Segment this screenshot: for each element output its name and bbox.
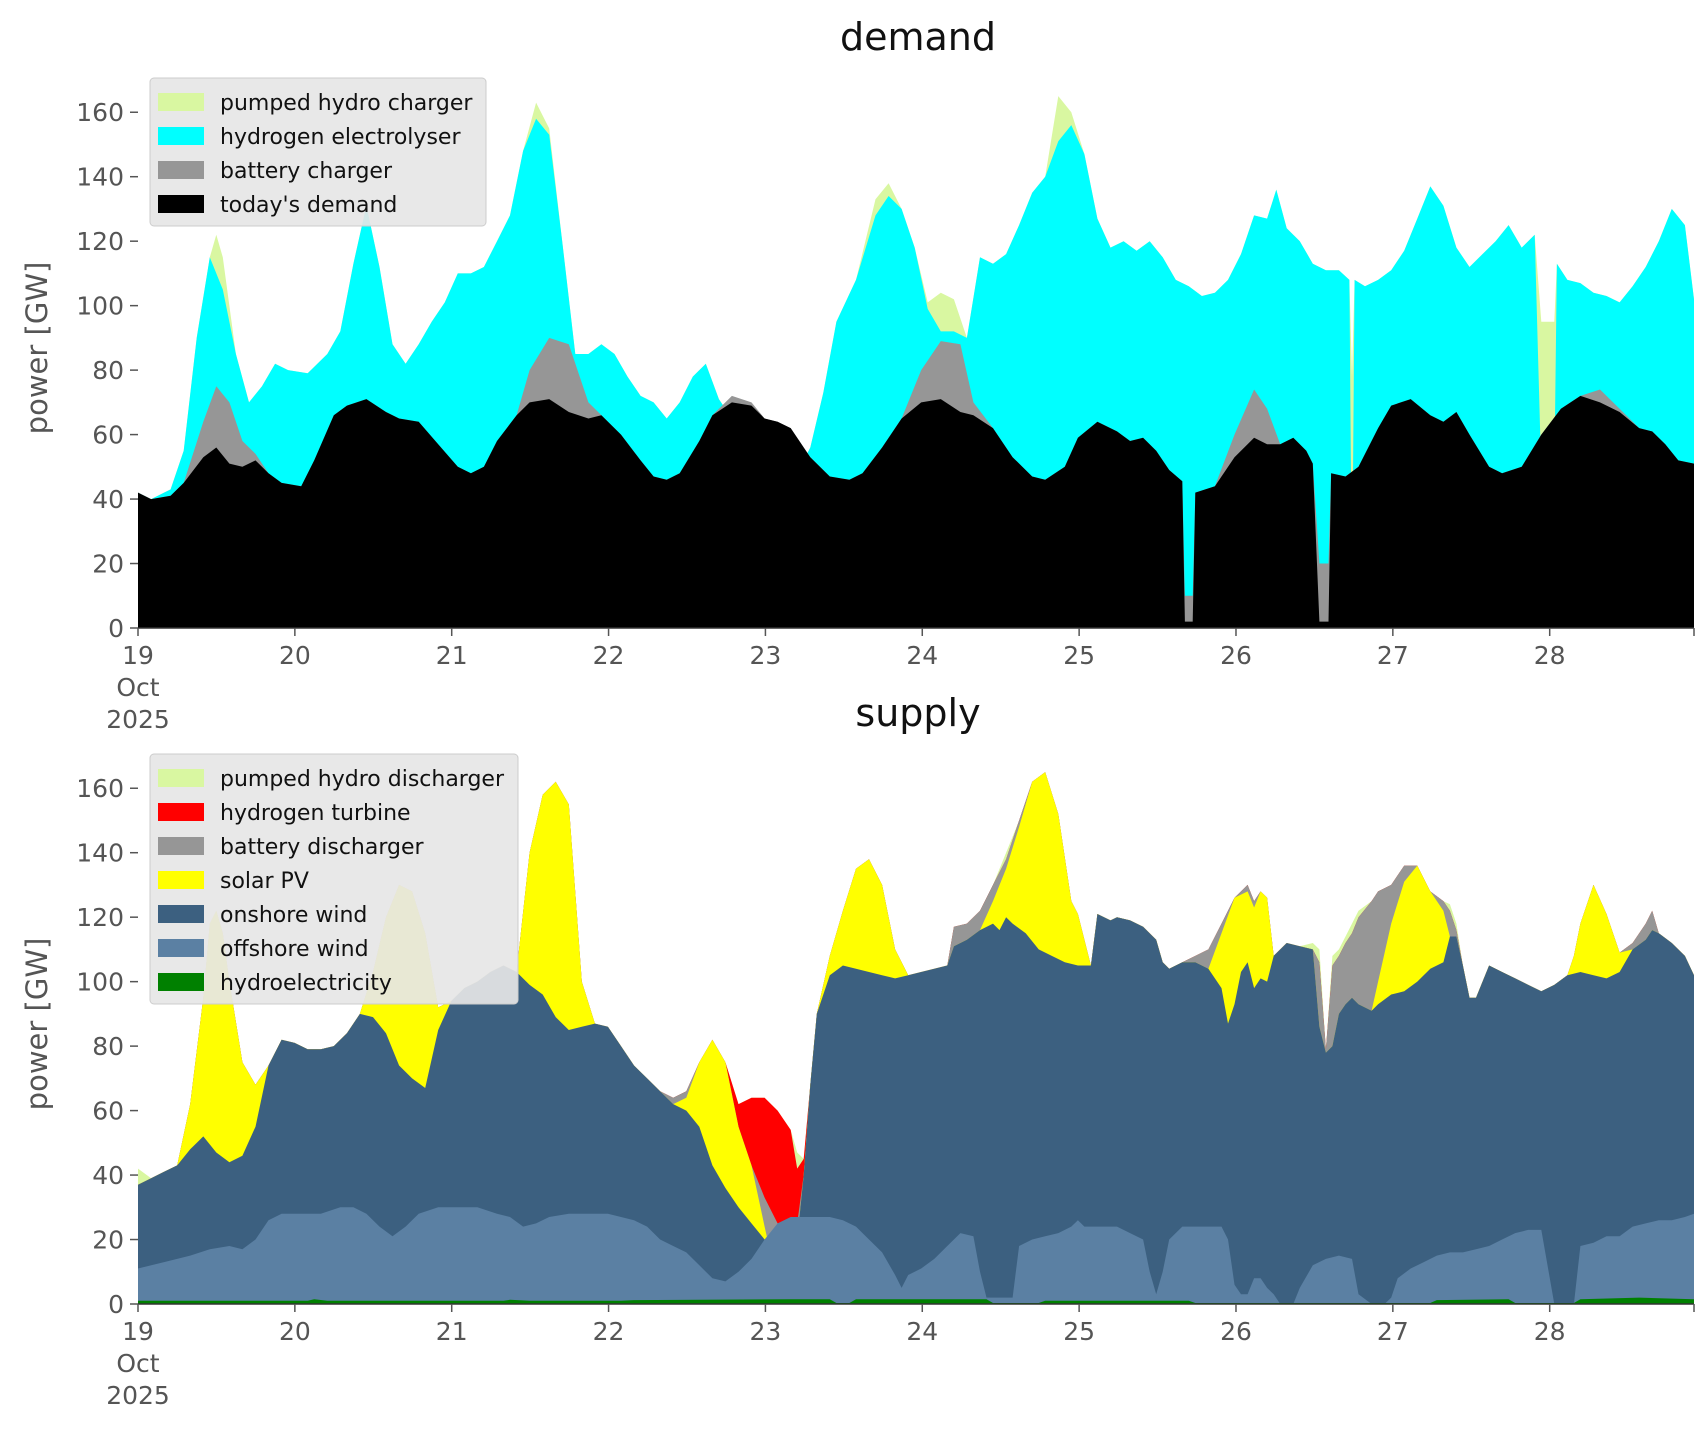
supply-x-tick-label: 27 xyxy=(1377,1317,1409,1346)
demand-x-tick-label: 27 xyxy=(1377,641,1409,670)
demand-title: demand xyxy=(840,15,996,59)
supply-legend-label-hydroelectricity: hydroelectricity xyxy=(220,971,392,996)
supply-x-tick-label: 19 xyxy=(122,1317,154,1346)
supply-y-tick-label: 60 xyxy=(92,1097,124,1126)
demand-x-tick-label: 26 xyxy=(1220,641,1252,670)
supply-axes: 0 20 40 60 80 100 120 140 160 19 Oct 2025 20 21 22 23 24… xyxy=(76,774,1695,1410)
demand-x-tick-sublabel: Oct xyxy=(116,673,159,702)
demand-x-tick-label: 23 xyxy=(750,641,782,670)
demand-areas xyxy=(138,96,1694,629)
demand-legend-swatch-today-s-demand xyxy=(158,195,204,213)
demand-today-s-demand-area xyxy=(138,395,1694,628)
supply-y-tick-label: 40 xyxy=(92,1161,124,1190)
demand-legend-swatch-battery-charger xyxy=(158,161,204,179)
supply-legend-label-battery-discharger: battery discharger xyxy=(220,835,425,860)
supply-y-tick-label: 120 xyxy=(76,903,124,932)
supply-y-tick-label: 160 xyxy=(76,774,124,803)
supply-y-tick-label: 140 xyxy=(76,839,124,868)
supply-x-tick-label: 25 xyxy=(1063,1317,1095,1346)
demand-y-tick-label: 140 xyxy=(76,163,124,192)
supply-legend-label-onshore-wind: onshore wind xyxy=(220,903,367,928)
demand-x-tick-label: 24 xyxy=(906,641,938,670)
supply-y-tick-label: 80 xyxy=(92,1032,124,1061)
supply-y-tick-label: 100 xyxy=(76,968,124,997)
supply-x-tick-label: 21 xyxy=(436,1317,468,1346)
demand-x-tick-label: 19 xyxy=(122,641,154,670)
demand-x-tick-label: 22 xyxy=(593,641,625,670)
supply-x-tick-label: 26 xyxy=(1220,1317,1252,1346)
demand-axes: 0 20 40 60 80 100 120 140 160 19 Oct 2025 20 21 22 23 24… xyxy=(76,98,1695,734)
supply-x-tick-label: 23 xyxy=(750,1317,782,1346)
demand-y-axis-label: power [GW] xyxy=(20,262,54,435)
demand-legend-label-today-s-demand: today's demand xyxy=(220,193,397,218)
supply-legend-box xyxy=(149,753,519,1005)
demand-x-tick-label: 21 xyxy=(436,641,468,670)
demand-y-tick-label: 0 xyxy=(108,614,124,643)
supply-title: supply xyxy=(855,691,980,735)
demand-x-tick-label: 20 xyxy=(279,641,311,670)
supply-legend-label-offshore-wind: offshore wind xyxy=(220,937,369,962)
supply-x-tick-label: 22 xyxy=(593,1317,625,1346)
supply-onshore-wind-area xyxy=(138,914,1694,1304)
demand-chart: 0 20 40 60 80 100 120 140 160 19 Oct 2025 20 21 22 23 24… xyxy=(20,15,1695,734)
demand-legend-label-battery-charger: battery charger xyxy=(220,159,393,184)
supply-y-axis-label: power [GW] xyxy=(20,938,54,1111)
supply-legend: pumped hydro discharger hydrogen turbine b… xyxy=(149,753,519,1005)
supply-x-tick-label: 20 xyxy=(279,1317,311,1346)
supply-y-tick-label: 0 xyxy=(108,1290,124,1319)
demand-legend-swatch-pumped-hydro-charger xyxy=(158,93,204,111)
demand-y-tick-label: 20 xyxy=(92,550,124,579)
demand-x-tick-label: 25 xyxy=(1063,641,1095,670)
supply-x-tick-label: 28 xyxy=(1534,1317,1566,1346)
supply-x-tick-sublabel: Oct xyxy=(116,1349,159,1378)
supply-hydroelectricity-area xyxy=(138,1297,1694,1304)
supply-y-tick-label: 20 xyxy=(92,1226,124,1255)
demand-y-tick-label: 120 xyxy=(76,227,124,256)
demand-legend: pumped hydro charger hydrogen electrolyse… xyxy=(149,77,487,227)
demand-y-tick-label: 80 xyxy=(92,356,124,385)
supply-legend-swatch-battery-discharger xyxy=(158,837,204,855)
demand-legend-swatch-hydrogen-electrolyser xyxy=(158,127,204,145)
demand-y-tick-label: 40 xyxy=(92,485,124,514)
supply-legend-swatch-offshore-wind xyxy=(158,939,204,957)
supply-areas xyxy=(138,772,1694,1304)
demand-legend-label-hydrogen-electrolyser: hydrogen electrolyser xyxy=(220,125,461,150)
demand-x-tick-label: 28 xyxy=(1534,641,1566,670)
supply-legend-label-hydrogen-turbine: hydrogen turbine xyxy=(220,801,411,826)
supply-legend-swatch-onshore-wind xyxy=(158,905,204,923)
supply-x-tick-sublabel: 2025 xyxy=(106,1381,170,1410)
supply-x-tick-label: 24 xyxy=(906,1317,938,1346)
demand-legend-label-pumped-hydro-charger: pumped hydro charger xyxy=(220,91,473,116)
supply-legend-swatch-solar-pv xyxy=(158,871,204,889)
supply-offshore-wind-area xyxy=(138,1207,1694,1304)
supply-legend-swatch-hydroelectricity xyxy=(158,973,204,991)
supply-legend-label-pumped-hydro-discharger: pumped hydro discharger xyxy=(220,767,505,792)
demand-x-tick-sublabel: 2025 xyxy=(106,705,170,734)
supply-legend-swatch-pumped-hydro-discharger xyxy=(158,769,204,787)
demand-legend-box xyxy=(149,77,487,227)
demand-y-tick-label: 100 xyxy=(76,292,124,321)
supply-legend-label-solar-pv: solar PV xyxy=(220,869,309,894)
supply-chart: 0 20 40 60 80 100 120 140 160 19 Oct 2025 20 21 22 23 24… xyxy=(20,691,1695,1410)
supply-legend-swatch-hydrogen-turbine xyxy=(158,803,204,821)
demand-y-tick-label: 60 xyxy=(92,421,124,450)
demand-y-tick-label: 160 xyxy=(76,98,124,127)
